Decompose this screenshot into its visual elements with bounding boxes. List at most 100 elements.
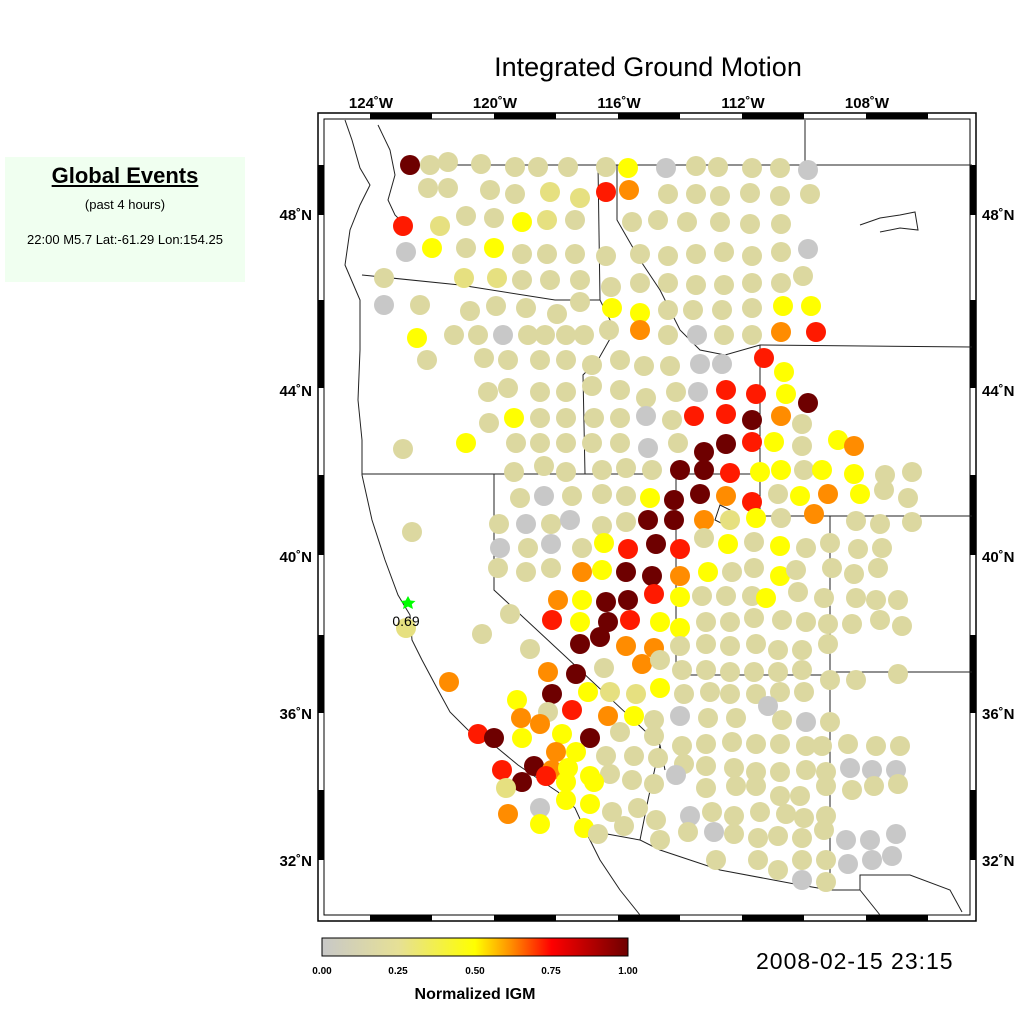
station-dot[interactable] <box>438 152 458 172</box>
station-dot[interactable] <box>636 388 656 408</box>
station-dot[interactable] <box>578 682 598 702</box>
station-dot[interactable] <box>714 242 734 262</box>
station-dot[interactable] <box>582 433 602 453</box>
station-dot[interactable] <box>584 408 604 428</box>
station-dot[interactable] <box>798 393 818 413</box>
station-dot[interactable] <box>742 432 762 452</box>
station-dot[interactable] <box>838 854 858 874</box>
station-dot[interactable] <box>820 712 840 732</box>
station-dot[interactable] <box>716 486 736 506</box>
station-dot[interactable] <box>801 296 821 316</box>
station-dot[interactable] <box>790 786 810 806</box>
station-dot[interactable] <box>430 216 450 236</box>
station-dot[interactable] <box>792 640 812 660</box>
station-dot[interactable] <box>560 510 580 530</box>
station-dot[interactable] <box>842 780 862 800</box>
station-dot[interactable] <box>594 658 614 678</box>
station-dot[interactable] <box>718 534 738 554</box>
station-dot[interactable] <box>706 850 726 870</box>
station-dot[interactable] <box>882 846 902 866</box>
station-dot[interactable] <box>792 828 812 848</box>
station-dot[interactable] <box>596 182 616 202</box>
station-dot[interactable] <box>492 760 512 780</box>
station-dot[interactable] <box>770 734 790 754</box>
station-dot[interactable] <box>541 534 561 554</box>
station-dot[interactable] <box>758 696 778 716</box>
station-dot[interactable] <box>516 562 536 582</box>
station-dot[interactable] <box>530 433 550 453</box>
station-dot[interactable] <box>542 610 562 630</box>
station-dot[interactable] <box>792 870 812 890</box>
station-dot[interactable] <box>875 465 895 485</box>
station-dot[interactable] <box>771 322 791 342</box>
station-dot[interactable] <box>602 298 622 318</box>
station-dot[interactable] <box>828 430 848 450</box>
station-dot[interactable] <box>796 712 816 732</box>
station-dot[interactable] <box>742 158 762 178</box>
station-dot[interactable] <box>602 802 622 822</box>
station-dot[interactable] <box>668 433 688 453</box>
station-dot[interactable] <box>768 860 788 880</box>
station-dot[interactable] <box>770 682 790 702</box>
station-dot[interactable] <box>634 356 654 376</box>
station-dot[interactable] <box>570 188 590 208</box>
station-dot[interactable] <box>596 746 616 766</box>
station-dot[interactable] <box>868 558 888 578</box>
station-dot[interactable] <box>748 850 768 870</box>
station-dot[interactable] <box>512 772 532 792</box>
station-dot[interactable] <box>742 246 762 266</box>
station-dot[interactable] <box>848 539 868 559</box>
station-dot[interactable] <box>622 770 642 790</box>
station-dot[interactable] <box>814 820 834 840</box>
station-dot[interactable] <box>592 460 612 480</box>
station-dot[interactable] <box>886 824 906 844</box>
station-dot[interactable] <box>768 826 788 846</box>
station-dot[interactable] <box>650 678 670 698</box>
station-dot[interactable] <box>750 802 770 822</box>
station-dot[interactable] <box>742 273 762 293</box>
station-dot[interactable] <box>756 588 776 608</box>
station-dot[interactable] <box>846 670 866 690</box>
station-dot[interactable] <box>596 592 616 612</box>
station-dot[interactable] <box>590 627 610 647</box>
station-dot[interactable] <box>619 180 639 200</box>
epicenter-marker[interactable]: 0.69 <box>392 596 420 629</box>
station-dot[interactable] <box>566 742 586 762</box>
station-dot[interactable] <box>540 182 560 202</box>
station-dot[interactable] <box>818 614 838 634</box>
station-dot[interactable] <box>518 325 538 345</box>
station-dot[interactable] <box>504 462 524 482</box>
station-dot[interactable] <box>890 736 910 756</box>
station-dot[interactable] <box>666 765 686 785</box>
station-dot[interactable] <box>820 670 840 690</box>
station-dot[interactable] <box>836 830 856 850</box>
station-dot[interactable] <box>776 384 796 404</box>
station-dot[interactable] <box>556 772 576 792</box>
station-dot[interactable] <box>688 382 708 402</box>
station-dot[interactable] <box>742 298 762 318</box>
station-dot[interactable] <box>490 538 510 558</box>
station-dot[interactable] <box>471 154 491 174</box>
station-dot[interactable] <box>530 798 550 818</box>
station-dot[interactable] <box>670 460 690 480</box>
station-dot[interactable] <box>546 742 566 762</box>
station-dot[interactable] <box>535 325 555 345</box>
station-dot[interactable] <box>630 303 650 323</box>
station-dot[interactable] <box>556 408 576 428</box>
station-dot[interactable] <box>600 764 620 784</box>
station-dot[interactable] <box>812 460 832 480</box>
station-dot[interactable] <box>798 160 818 180</box>
station-dot[interactable] <box>562 486 582 506</box>
station-dot[interactable] <box>700 682 720 702</box>
station-dot[interactable] <box>570 270 590 290</box>
station-dot[interactable] <box>618 590 638 610</box>
station-dot[interactable] <box>512 244 532 264</box>
station-dot[interactable] <box>616 512 636 532</box>
station-dot[interactable] <box>726 776 746 796</box>
station-dot[interactable] <box>630 273 650 293</box>
station-dot[interactable] <box>754 348 774 368</box>
station-dot[interactable] <box>670 566 690 586</box>
station-dot[interactable] <box>510 488 530 508</box>
station-dot[interactable] <box>768 640 788 660</box>
station-dot[interactable] <box>556 790 576 810</box>
